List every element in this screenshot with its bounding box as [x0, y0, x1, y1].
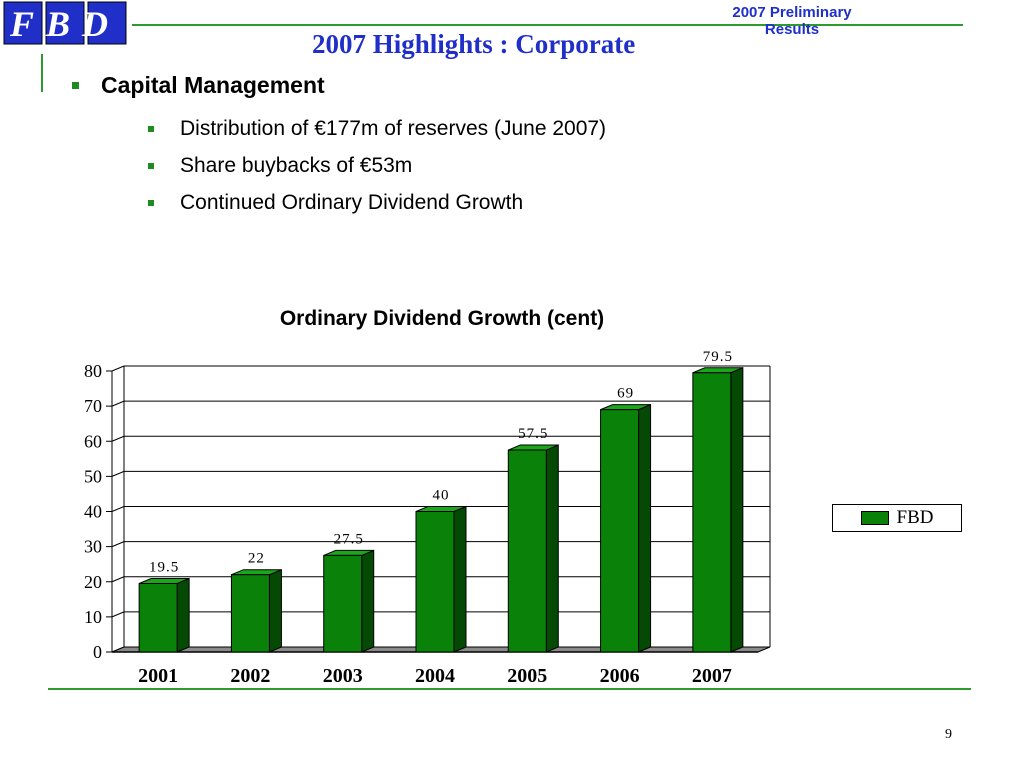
gridline-depth — [111, 400, 125, 407]
square-bullet-icon — [148, 162, 154, 169]
gridline-depth — [111, 576, 125, 583]
bar — [415, 511, 455, 653]
bar-side — [176, 577, 190, 653]
y-tick-label: 70 — [84, 396, 102, 416]
bar-side — [453, 505, 467, 653]
data-label: 19.5 — [149, 560, 179, 576]
page-title: 2007 Highlights : Corporate — [312, 29, 636, 59]
y-tick-label: 30 — [84, 537, 102, 557]
bar — [600, 409, 640, 653]
bullet-capital-management: Capital Management — [72, 72, 325, 99]
square-bullet-icon — [148, 125, 154, 132]
data-label: 69 — [617, 386, 634, 402]
bar — [230, 574, 270, 653]
list-item: Continued Ordinary Dividend Growth — [148, 184, 606, 221]
x-tick-label: 2003 — [323, 665, 363, 685]
y-tick-label: 10 — [84, 607, 102, 627]
y-tick-label: 50 — [84, 466, 102, 486]
legend-swatch — [860, 511, 889, 525]
data-label: 57.5 — [518, 426, 548, 442]
bar-side — [545, 444, 559, 653]
y-tick-label: 80 — [84, 361, 102, 381]
gridline-depth — [111, 541, 125, 548]
bar — [507, 449, 547, 653]
data-label: 22 — [248, 551, 265, 567]
bar — [323, 554, 363, 653]
list-item: Distribution of €177m of reserves (June … — [148, 110, 606, 147]
x-tick-label: 2005 — [507, 665, 547, 685]
data-label: 27.5 — [334, 531, 364, 547]
y-tick-label: 40 — [84, 502, 102, 522]
square-bullet-icon — [72, 82, 79, 89]
legend-label: FBD — [896, 507, 934, 528]
bar-side — [361, 549, 375, 653]
list-item-text: Share buybacks of €53m — [180, 153, 413, 177]
sub-bullet-list: Distribution of €177m of reserves (June … — [148, 110, 606, 221]
list-item: Share buybacks of €53m — [148, 147, 606, 184]
data-label: 40 — [433, 488, 450, 504]
y-tick-label: 0 — [93, 642, 102, 662]
bar-side — [730, 367, 744, 653]
left-accent-rule — [41, 54, 43, 92]
svg-text:FBD: FBD — [9, 4, 120, 44]
chart-legend: FBD — [832, 504, 962, 532]
fbd-logo: FBD — [3, 1, 127, 45]
header-rule — [132, 24, 963, 26]
gridline-depth — [111, 611, 125, 618]
x-tick-label: 2002 — [230, 665, 270, 685]
bar-side — [268, 568, 282, 653]
x-tick-label: 2006 — [600, 665, 640, 685]
square-bullet-icon — [148, 199, 154, 206]
footer-rule — [48, 688, 971, 690]
y-tick-label: 60 — [84, 431, 102, 451]
chart-title: Ordinary Dividend Growth (cent) — [279, 307, 605, 330]
dividend-bar-chart: 0 10 20 30 40 50 60 70 80 19.5 2001 22 2002 27.5 2003 4… — [84, 349, 771, 685]
bar — [692, 372, 732, 653]
x-tick-label: 2001 — [138, 665, 178, 685]
gridline-depth — [111, 365, 125, 372]
list-item-text: Distribution of €177m of reserves (June … — [180, 116, 607, 140]
gridline-depth — [111, 506, 125, 512]
data-label: 79.5 — [703, 349, 733, 365]
y-tick-label: 20 — [84, 572, 102, 592]
bar-side — [638, 403, 652, 653]
gridline-depth — [111, 435, 125, 442]
bar — [138, 583, 178, 653]
header-subtitle: 2007 Preliminary Results — [732, 4, 852, 38]
gridline-depth — [111, 470, 125, 477]
list-item-text: Continued Ordinary Dividend Growth — [180, 190, 524, 214]
x-tick-label: 2004 — [415, 665, 455, 685]
x-tick-label: 2007 — [692, 665, 732, 685]
bullet-heading: Capital Management — [101, 72, 325, 98]
page-number: 9 — [945, 727, 952, 742]
